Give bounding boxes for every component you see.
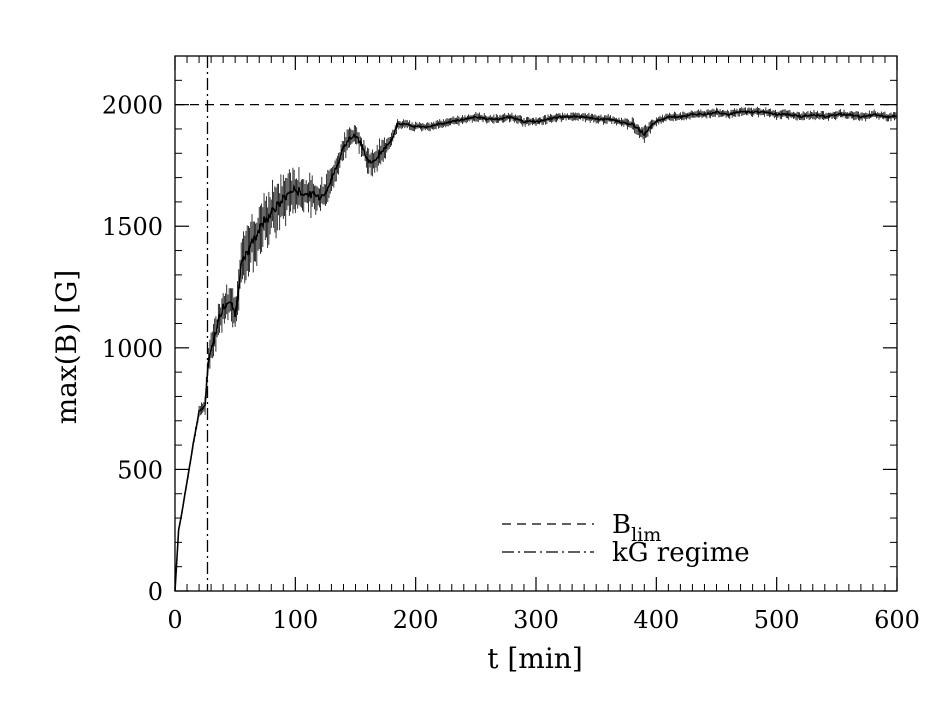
y-tick-labels: 0 500 1000 1500 2000 <box>102 92 163 606</box>
x-tick-label: 400 <box>633 606 679 634</box>
y-axis-label: max(B) [G] <box>50 270 83 425</box>
x-axis-label: t [min] <box>487 642 583 675</box>
major-ticks <box>174 56 898 592</box>
series-noise <box>175 106 898 572</box>
y-tick-label: 0 <box>148 578 163 606</box>
legend: Blim kG regime <box>502 510 750 568</box>
legend-b-lim-subscript: lim <box>631 524 661 546</box>
legend-b-lim-label: Blim <box>612 510 661 546</box>
series-max-b-line <box>174 110 898 592</box>
plot-frame <box>174 55 898 592</box>
y-tick-label: 1000 <box>102 335 163 363</box>
plot-area <box>174 55 898 592</box>
x-tick-label: 500 <box>754 606 800 634</box>
y-tick-label: 500 <box>117 456 163 484</box>
y-tick-label: 2000 <box>102 92 163 120</box>
x-tick-label: 600 <box>874 606 920 634</box>
x-tick-label: 300 <box>513 606 559 634</box>
legend-b-lim-main: B <box>612 510 631 540</box>
x-tick-labels: 0 100 200 300 400 500 600 <box>167 606 920 634</box>
x-tick-label: 100 <box>272 606 318 634</box>
y-tick-label: 1500 <box>102 213 163 241</box>
legend-kg-regime-label: kG regime <box>612 538 750 568</box>
x-tick-label: 0 <box>167 606 182 634</box>
x-tick-label: 200 <box>393 606 439 634</box>
minor-ticks <box>175 55 897 591</box>
